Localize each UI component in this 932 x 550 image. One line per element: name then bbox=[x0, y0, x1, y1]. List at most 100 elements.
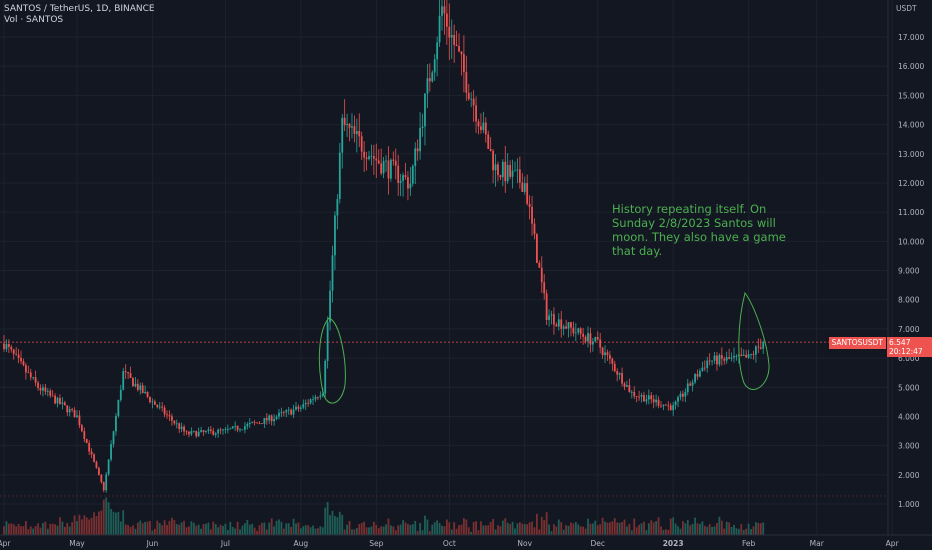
volume-bar bbox=[324, 507, 327, 535]
volume-bar bbox=[3, 526, 5, 535]
volume-bar bbox=[706, 526, 709, 535]
volume-bar bbox=[686, 519, 689, 535]
volume-bar bbox=[25, 521, 27, 535]
candle-body bbox=[477, 121, 480, 127]
volume-bar bbox=[29, 526, 32, 535]
candle-body bbox=[119, 389, 122, 400]
candle-body bbox=[25, 365, 27, 373]
volume-bar bbox=[448, 522, 451, 535]
candle-body bbox=[12, 349, 15, 354]
candle-body bbox=[329, 290, 331, 323]
candle-body bbox=[229, 428, 232, 430]
candle-body bbox=[604, 352, 606, 356]
volume-bar bbox=[701, 521, 704, 535]
candle-body bbox=[428, 78, 431, 82]
candle-body bbox=[166, 414, 168, 416]
candle-body bbox=[699, 370, 701, 377]
volume-bar bbox=[314, 528, 317, 535]
candle-body bbox=[445, 13, 448, 27]
candle-body bbox=[516, 169, 519, 171]
volume-bar bbox=[312, 525, 314, 535]
volume-bar bbox=[667, 529, 670, 535]
volume-bar bbox=[375, 524, 378, 535]
time-axis[interactable]: Apr May Jun Jul Aug Sep Oct Nov Dec 2023 Feb Mar Apr bbox=[0, 539, 900, 548]
candle-body bbox=[183, 426, 185, 432]
candle-body bbox=[246, 424, 249, 427]
volume-bar bbox=[377, 528, 380, 535]
candle-body bbox=[755, 346, 757, 355]
volume-bar bbox=[192, 522, 195, 535]
volume-bar bbox=[407, 523, 409, 535]
volume-bar bbox=[723, 528, 726, 535]
volume-bar bbox=[458, 525, 460, 535]
annotation-note: History repeating itself. On Sunday 2/8/… bbox=[612, 202, 786, 258]
candle-body bbox=[501, 161, 504, 178]
y-tick-label: 14.000 bbox=[898, 121, 924, 130]
x-tick-label: Jun bbox=[146, 539, 159, 548]
volume-bar bbox=[360, 522, 363, 535]
candle-body bbox=[63, 402, 66, 406]
volume-bar bbox=[565, 525, 567, 535]
candle-body bbox=[589, 333, 592, 345]
candle-body bbox=[241, 429, 244, 431]
candle-body bbox=[144, 391, 147, 393]
volume-bar bbox=[236, 521, 239, 535]
volume-bar bbox=[582, 526, 585, 535]
price-axis[interactable]: 1.000 2.000 3.000 4.000 5.000 6.000 7.000 8.000… bbox=[896, 4, 924, 509]
volume-bar bbox=[214, 524, 217, 535]
volume-bar bbox=[341, 514, 344, 535]
volume-bar bbox=[730, 526, 733, 535]
candle-body bbox=[682, 393, 684, 397]
candle-body bbox=[591, 341, 594, 345]
volume-bar bbox=[387, 518, 390, 535]
volume-bar bbox=[609, 522, 611, 535]
volume-bar bbox=[531, 521, 533, 535]
volume-bar bbox=[660, 526, 662, 535]
volume-bar bbox=[511, 521, 514, 535]
volume-bar bbox=[355, 528, 358, 535]
volume-bar bbox=[380, 526, 383, 535]
volume-bar bbox=[37, 523, 39, 535]
volume-bar bbox=[465, 519, 468, 535]
candle-body bbox=[231, 426, 234, 429]
candle-body bbox=[382, 160, 385, 174]
candle-body bbox=[20, 357, 22, 362]
x-tick-label: Apr bbox=[0, 539, 11, 548]
volume-bar bbox=[463, 518, 465, 535]
candle-body bbox=[5, 344, 8, 350]
candle-body bbox=[253, 422, 256, 423]
candle-body bbox=[129, 373, 132, 378]
volume-bar bbox=[292, 518, 295, 535]
candle-body bbox=[431, 72, 434, 82]
candle-body bbox=[226, 429, 229, 430]
volume-bar bbox=[557, 519, 560, 535]
candle-body bbox=[156, 404, 159, 408]
volume-bar bbox=[647, 523, 650, 535]
volume-bar bbox=[472, 521, 475, 535]
volume-bar bbox=[219, 524, 222, 535]
candle-layer bbox=[3, 0, 765, 493]
volume-bar bbox=[616, 522, 619, 535]
volume-bar bbox=[83, 515, 86, 535]
volume-bar bbox=[424, 515, 426, 535]
volume-bar bbox=[489, 521, 492, 535]
volume-bar bbox=[319, 526, 322, 535]
candle-body bbox=[353, 126, 356, 134]
candle-body bbox=[606, 352, 609, 356]
candle-body bbox=[265, 418, 268, 421]
candle-body bbox=[146, 391, 149, 397]
y-tick-label: 6.000 bbox=[898, 354, 920, 363]
volume-bar bbox=[263, 522, 266, 535]
candle-body bbox=[336, 199, 339, 216]
volume-bar bbox=[85, 517, 88, 535]
candle-body bbox=[224, 429, 227, 430]
volume-bar bbox=[669, 518, 672, 535]
volume-bar bbox=[533, 527, 536, 535]
candle-body bbox=[492, 150, 494, 171]
annotation-drawings bbox=[318, 291, 770, 404]
volume-bar bbox=[98, 511, 100, 535]
volume-bar bbox=[90, 517, 93, 535]
candle-body bbox=[3, 343, 5, 350]
volume-bar bbox=[166, 524, 168, 535]
